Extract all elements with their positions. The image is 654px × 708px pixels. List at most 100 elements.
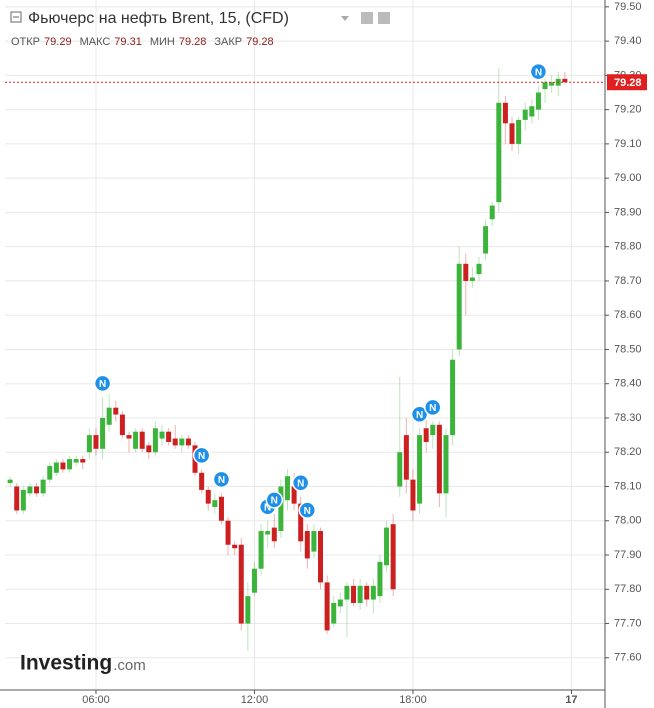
- candle-body: [410, 479, 416, 511]
- candle-body: [238, 544, 244, 624]
- ohlc-row: ОТКР 79.29 МАКС 79.31 МИН 79.28 ЗАКР 79.28: [11, 36, 274, 48]
- candle-body: [483, 226, 489, 254]
- logo-suffix: .com: [113, 657, 146, 674]
- candle-body: [185, 438, 191, 446]
- candle-body: [258, 531, 264, 569]
- candle-body: [106, 407, 112, 425]
- event-circle: [298, 501, 317, 519]
- candle-body: [80, 459, 86, 463]
- candle-body: [179, 438, 185, 446]
- collapse-icon[interactable]: [10, 11, 22, 23]
- candle-body: [469, 277, 475, 281]
- event-circle: [265, 491, 284, 509]
- candle-body: [443, 435, 449, 494]
- candle-body: [562, 78, 568, 83]
- candle-body: [199, 472, 205, 490]
- candle-body: [463, 263, 469, 281]
- candle-body: [212, 500, 218, 508]
- dropdown-icon[interactable]: [341, 16, 349, 21]
- candle-body: [337, 599, 343, 607]
- event-marker[interactable]: N: [298, 501, 317, 519]
- event-circle: [424, 398, 442, 417]
- y-tick-label: 79.10: [614, 138, 642, 150]
- candle-body: [205, 489, 211, 504]
- event-marker[interactable]: N: [192, 446, 211, 465]
- candle-body: [67, 459, 73, 470]
- candle-body: [152, 428, 158, 453]
- candle-body: [390, 524, 396, 590]
- y-tick-label: 77.70: [614, 617, 642, 629]
- event-marker[interactable]: N: [291, 474, 310, 492]
- candle-body: [370, 585, 376, 600]
- candle-body: [423, 428, 429, 442]
- y-tick-label: 78.70: [614, 275, 642, 287]
- ohlc-label: МАКС: [80, 36, 111, 48]
- y-tick-label: 78.60: [614, 309, 642, 321]
- candle-body: [403, 435, 409, 480]
- candle-body: [291, 486, 297, 504]
- candle-body: [139, 431, 145, 449]
- candle-body: [20, 489, 26, 511]
- candle-body: [344, 585, 350, 600]
- candle-body: [450, 359, 456, 436]
- candle-body: [159, 431, 165, 439]
- y-tick-label: 79.20: [614, 104, 642, 116]
- y-tick-label: 79.40: [614, 35, 642, 47]
- candle-body: [40, 479, 46, 494]
- event-marker[interactable]: N: [265, 491, 284, 509]
- candle-body: [476, 263, 482, 275]
- candle-body: [133, 431, 139, 449]
- candle-body: [489, 205, 495, 220]
- candle-body: [509, 123, 515, 144]
- y-tick-label: 79.00: [614, 172, 642, 184]
- event-label: N: [99, 379, 106, 390]
- event-circle: [529, 62, 548, 81]
- event-marker[interactable]: N: [93, 374, 112, 393]
- y-tick-label: 78.20: [614, 446, 642, 458]
- candle-body: [304, 531, 310, 559]
- y-tick-label: 77.90: [614, 549, 642, 561]
- candle-body: [119, 414, 125, 436]
- candle-body: [245, 596, 251, 624]
- settings-icon[interactable]: [361, 12, 373, 24]
- y-tick-label: 78.90: [614, 206, 642, 218]
- event-label: N: [198, 451, 205, 462]
- candle-body: [384, 527, 390, 566]
- event-label: N: [218, 475, 225, 486]
- ohlc-value: 79.29: [44, 36, 72, 48]
- candle-body: [86, 435, 92, 453]
- event-circle: [212, 470, 231, 489]
- candle-body: [324, 582, 330, 631]
- ohlc-label: ЗАКР: [214, 36, 242, 48]
- candle-body: [417, 435, 423, 504]
- candle-body: [298, 503, 304, 542]
- candle-body: [60, 462, 66, 470]
- candle-body: [502, 102, 508, 124]
- gear-icon[interactable]: [378, 12, 390, 24]
- candle-body: [357, 585, 363, 603]
- ohlc-value: 79.31: [114, 36, 142, 48]
- ohlc-value: 79.28: [179, 36, 207, 48]
- candle-body: [218, 496, 224, 521]
- event-marker[interactable]: N: [212, 470, 231, 489]
- candle-body: [265, 531, 271, 535]
- x-tick-label: 17: [565, 694, 577, 706]
- y-tick-label: 79.50: [614, 1, 642, 13]
- candle-body: [351, 585, 357, 603]
- candle-body: [27, 486, 33, 494]
- event-marker[interactable]: N: [410, 405, 429, 424]
- candle-body: [549, 82, 555, 86]
- y-tick-label: 77.80: [614, 583, 642, 595]
- ohlc-value: 79.28: [246, 36, 274, 48]
- event-label: N: [304, 506, 311, 517]
- candle-body: [166, 431, 172, 442]
- candle-body: [456, 263, 462, 350]
- event-label: N: [297, 478, 304, 489]
- event-marker[interactable]: N: [424, 398, 442, 417]
- x-tick-label: 12:00: [241, 694, 269, 706]
- event-label: N: [429, 403, 436, 414]
- candle-body: [225, 520, 231, 545]
- event-marker[interactable]: N: [529, 62, 548, 81]
- chart-title: Фьючерс на нефть Brent, 15, (CFD): [28, 10, 289, 27]
